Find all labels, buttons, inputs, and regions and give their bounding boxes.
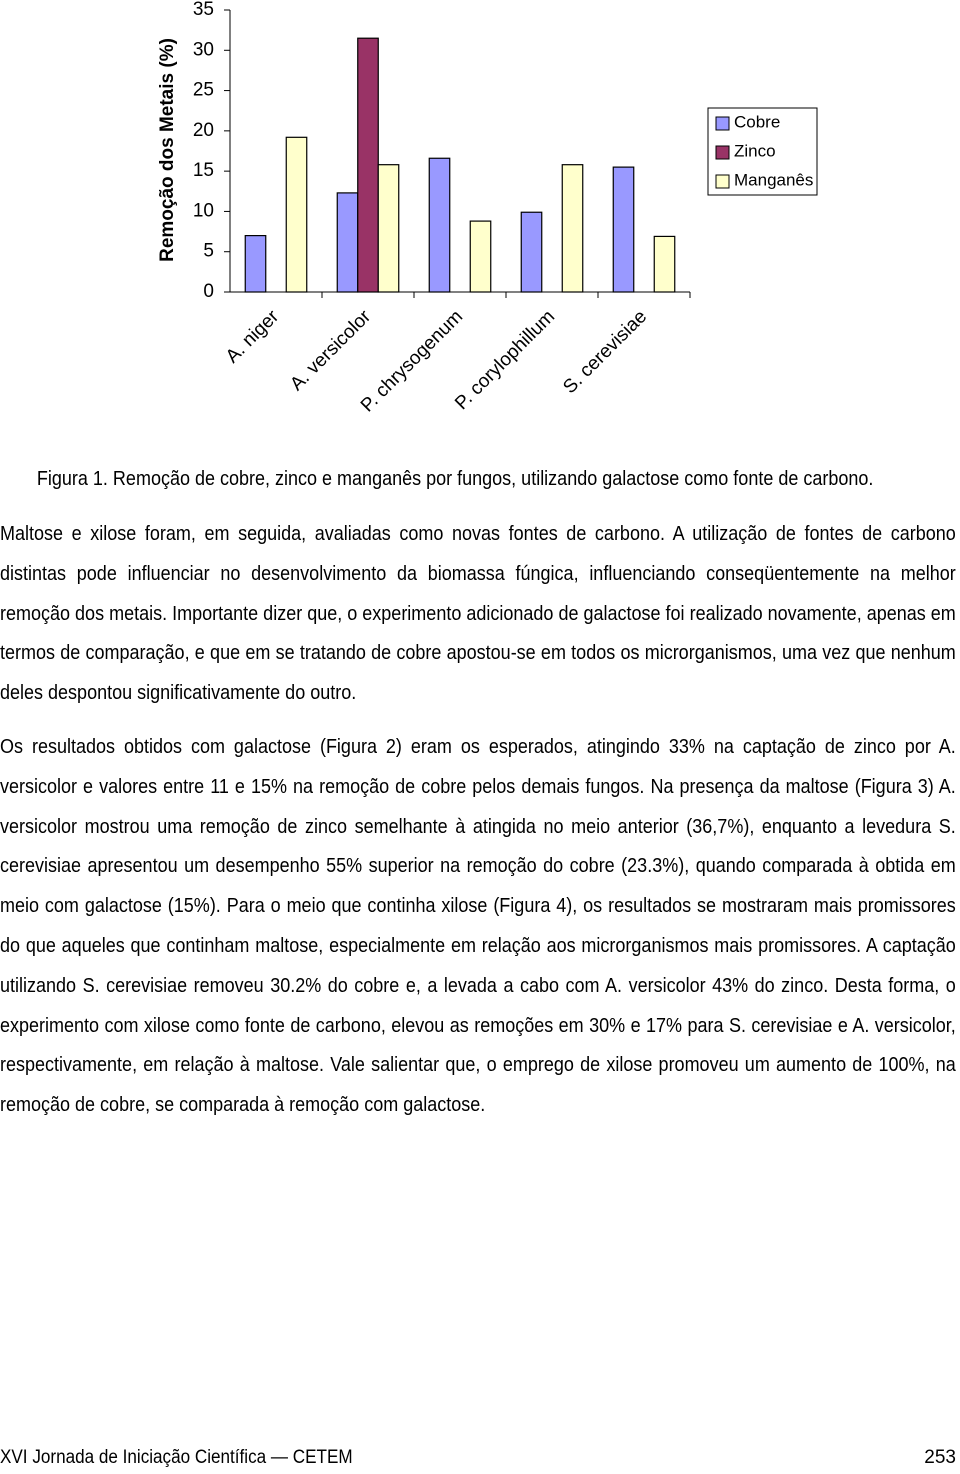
y-tick-label: 20	[193, 120, 214, 141]
caption-text: Figura 1. Remoção de cobre, zinco e mang…	[36, 468, 874, 490]
bar	[285, 136, 308, 293]
bar	[520, 211, 543, 293]
body-text: Maltose e xilose foram, em seguida, aval…	[0, 515, 956, 1126]
x-tick-label: A. versicolor	[286, 306, 375, 395]
bar	[244, 235, 267, 293]
paragraph: Os resultados obtidos com galactose (Fig…	[0, 735, 956, 1117]
y-axis-title: Remoção dos Metais (%)	[157, 38, 178, 262]
bar	[357, 37, 379, 293]
bar	[377, 164, 400, 293]
y-tick-label: 30	[193, 39, 214, 60]
footer-right: 253	[924, 1447, 956, 1468]
bar	[428, 157, 451, 293]
bar	[561, 164, 584, 293]
y-tick-label: 25	[193, 80, 214, 101]
legend-swatch	[715, 116, 730, 131]
legend-label: Manganês	[734, 170, 813, 189]
bar	[336, 192, 359, 293]
paragraph: Maltose e xilose foram, em seguida, aval…	[0, 523, 956, 705]
legend-label: Zinco	[734, 141, 776, 160]
y-tick-label: 0	[203, 281, 214, 302]
y-tick-label: 35	[193, 0, 214, 20]
x-tick-label: P. corylophillum	[451, 306, 559, 414]
y-tick-label: 5	[203, 241, 214, 262]
bar	[653, 235, 676, 293]
legend-swatch	[715, 174, 730, 189]
y-tick-label: 15	[193, 160, 214, 181]
legend-swatch	[715, 145, 730, 160]
legend-label: Cobre	[734, 112, 780, 131]
x-tick-label: A. niger	[222, 306, 284, 368]
y-tick-label: 10	[193, 200, 214, 221]
x-tick-label: S. cerevisiae	[559, 306, 651, 398]
caption: Figura 1. Remoção de cobre, zinco e mang…	[0, 468, 956, 491]
chart: Remoção dos Metais (%) 0 5 10 15 20 25 30 35 A. …	[157, 0, 818, 416]
footer-left: XVI Jornada de Iniciação Científica — CE…	[0, 1447, 353, 1468]
bar	[612, 166, 635, 293]
bar	[469, 220, 492, 293]
